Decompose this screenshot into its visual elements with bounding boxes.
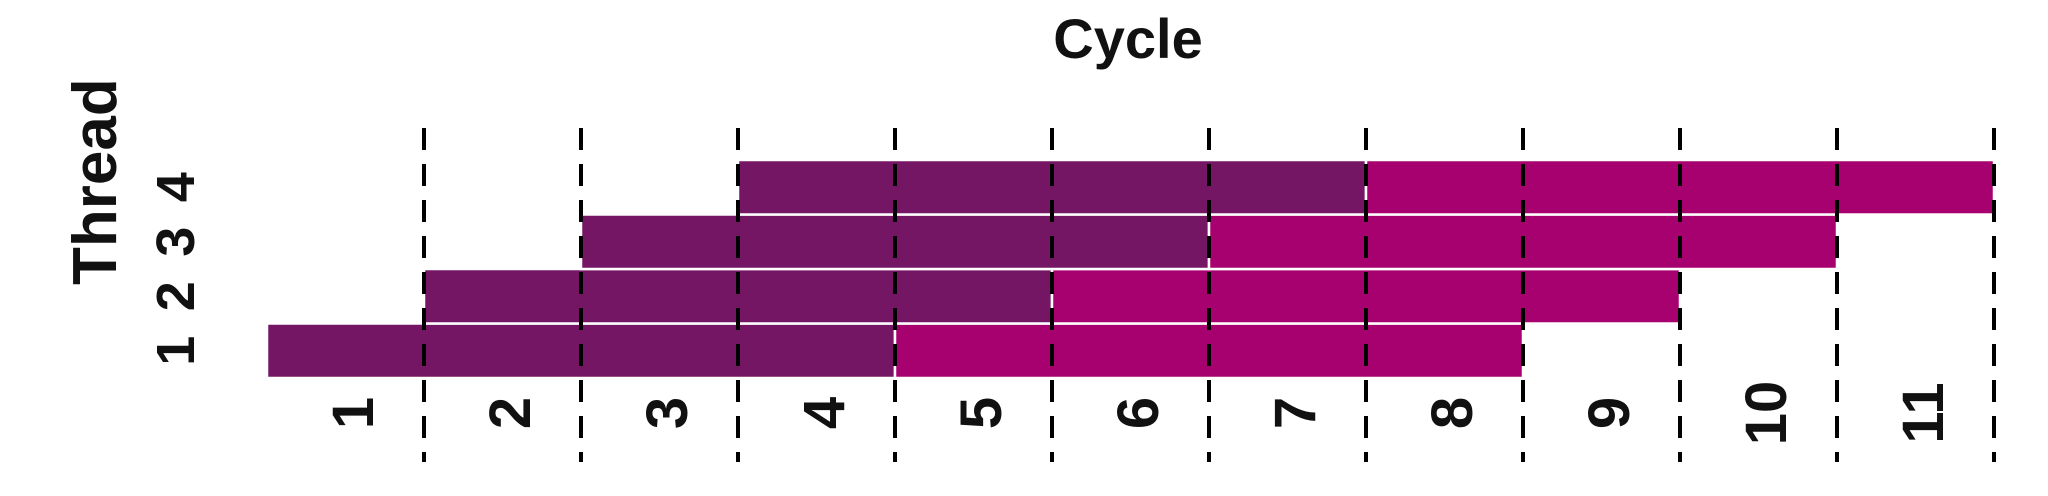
cycle-boundaries (422, 128, 1996, 462)
thread-tick-label: 4 (146, 172, 206, 202)
cycle-tick-label: 10 (1734, 381, 1799, 446)
cycle-tick-label: 1 (321, 397, 386, 429)
thread-tick-labels: 1 2 3 4 (146, 172, 206, 366)
cycle-tick-labels: 1 2 3 4 5 6 7 8 9 10 11 (321, 381, 1956, 446)
cycle-tick-label: 7 (1263, 397, 1328, 429)
cycle-tick-label: 8 (1420, 397, 1485, 429)
cycle-tick-label: 2 (478, 397, 543, 429)
thread-tick-label: 3 (146, 227, 206, 257)
bars-layer (265, 158, 1996, 380)
thread-tick-label: 1 (146, 336, 206, 366)
cycle-tick-label: 5 (949, 397, 1014, 429)
y-axis-label: Thread (61, 78, 130, 285)
chart-title: Cycle (1053, 7, 1202, 70)
thread-tick-label: 2 (146, 281, 206, 311)
cycle-tick-label: 6 (1106, 397, 1171, 429)
cycle-tick-label: 9 (1577, 397, 1642, 429)
cycle-tick-label: 4 (792, 397, 857, 429)
cycle-tick-label: 11 (1891, 382, 1956, 443)
cycle-tick-label: 3 (635, 397, 700, 429)
